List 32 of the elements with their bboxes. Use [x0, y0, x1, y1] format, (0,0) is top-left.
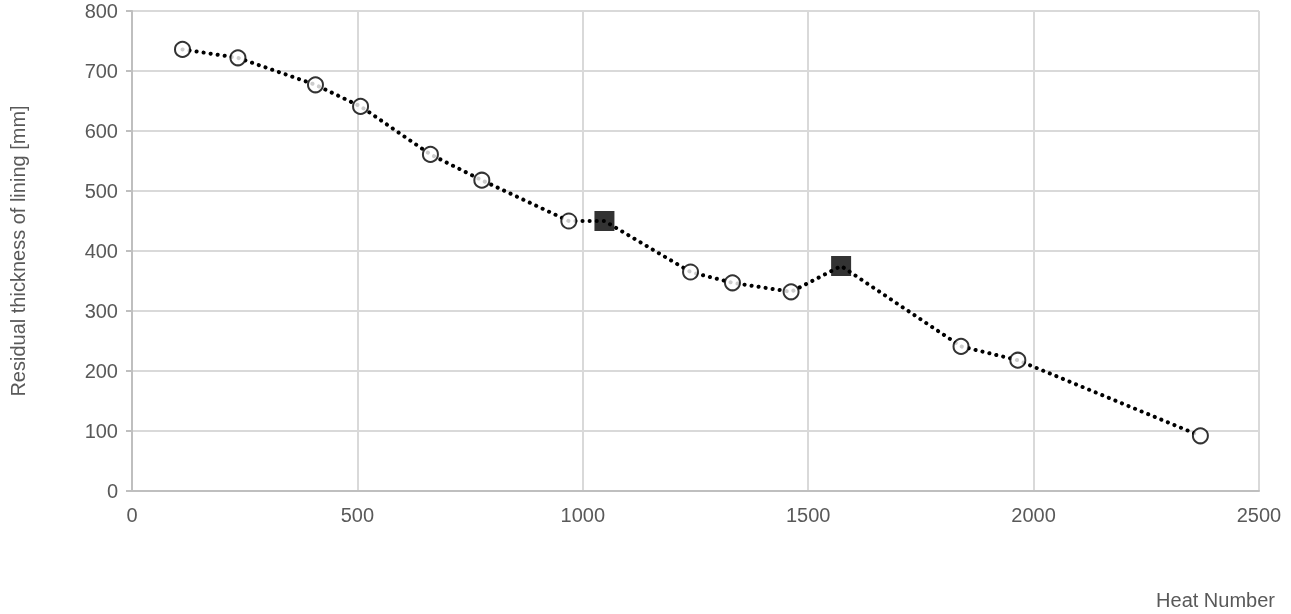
y-tick-label: 400: [84, 240, 118, 262]
point: [1191, 427, 1209, 445]
point: [473, 171, 491, 189]
x-tick-label: 1000: [560, 504, 606, 526]
x-tick-label: 2500: [1236, 504, 1282, 526]
point: [831, 256, 852, 276]
point: [560, 212, 578, 230]
point: [782, 283, 800, 301]
y-tick-label: 500: [84, 180, 118, 202]
y-tick-label: 0: [106, 480, 118, 502]
point: [174, 40, 191, 58]
x-tick-label: 0: [126, 504, 138, 526]
x-tick-label: 1500: [785, 504, 831, 526]
point: [952, 337, 970, 355]
point: [352, 97, 370, 115]
y-tick-label: 100: [84, 420, 118, 442]
point: [723, 274, 741, 292]
point: [306, 76, 324, 94]
y-tick-label: 600: [84, 120, 118, 142]
point: [594, 211, 615, 231]
point: [1009, 351, 1027, 369]
x-tick-label: 2000: [1011, 504, 1056, 526]
y-tick-label: 700: [84, 60, 118, 82]
y-tick-label: 200: [84, 360, 118, 382]
x-axis-title: Heat Number: [1156, 589, 1276, 611]
y-tick-label: 800: [84, 0, 118, 22]
y-axis-title: Residual thickness of lining [mm]: [7, 105, 29, 397]
point: [229, 49, 247, 67]
point: [682, 263, 700, 281]
y-tick-label: 300: [84, 300, 118, 322]
x-tick-label: 500: [340, 504, 375, 526]
point: [421, 145, 439, 163]
